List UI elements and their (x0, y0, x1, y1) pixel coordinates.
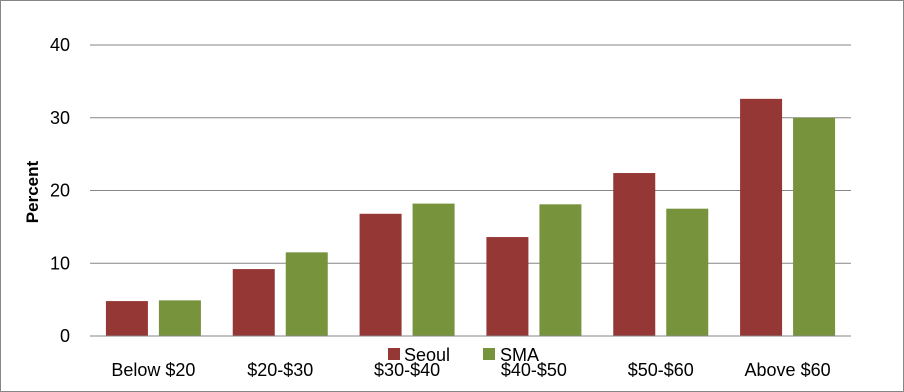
y-tick-label: 0 (60, 326, 70, 346)
x-tick-label: $50-$60 (628, 360, 694, 380)
x-axis-ticks: Below $20 $20-$30 $30-$40 $40-$50 $50-$60 Abo… (111, 360, 830, 380)
bar-seoul (613, 173, 655, 336)
legend: Seoul SMA (388, 345, 539, 365)
bar-seoul (486, 237, 528, 336)
bar-sma (286, 252, 328, 336)
bar-sma (539, 204, 581, 336)
y-tick-label: 30 (50, 108, 70, 128)
legend-label-sma: SMA (500, 345, 539, 365)
legend-swatch-sma (483, 348, 495, 360)
x-tick-label: $20-$30 (247, 360, 313, 380)
y-axis-ticks: 0 10 20 30 40 (50, 35, 70, 346)
bar-seoul (106, 301, 148, 336)
bar-seoul (740, 99, 782, 336)
y-axis-label: Percent (23, 160, 42, 223)
gridlines (90, 45, 851, 263)
bar-sma (159, 300, 201, 336)
bar-seoul (360, 214, 402, 336)
bar-sma (666, 209, 708, 336)
x-tick-label: Above $60 (745, 360, 831, 380)
bar-sma (793, 118, 835, 336)
legend-label-seoul: Seoul (404, 345, 450, 365)
y-tick-label: 10 (50, 253, 70, 273)
bar-seoul (233, 269, 275, 336)
x-tick-label: Below $20 (111, 360, 195, 380)
legend-swatch-seoul (388, 348, 400, 360)
y-tick-label: 40 (50, 35, 70, 55)
y-tick-label: 20 (50, 181, 70, 201)
bars (106, 99, 835, 336)
bar-sma (413, 204, 455, 336)
